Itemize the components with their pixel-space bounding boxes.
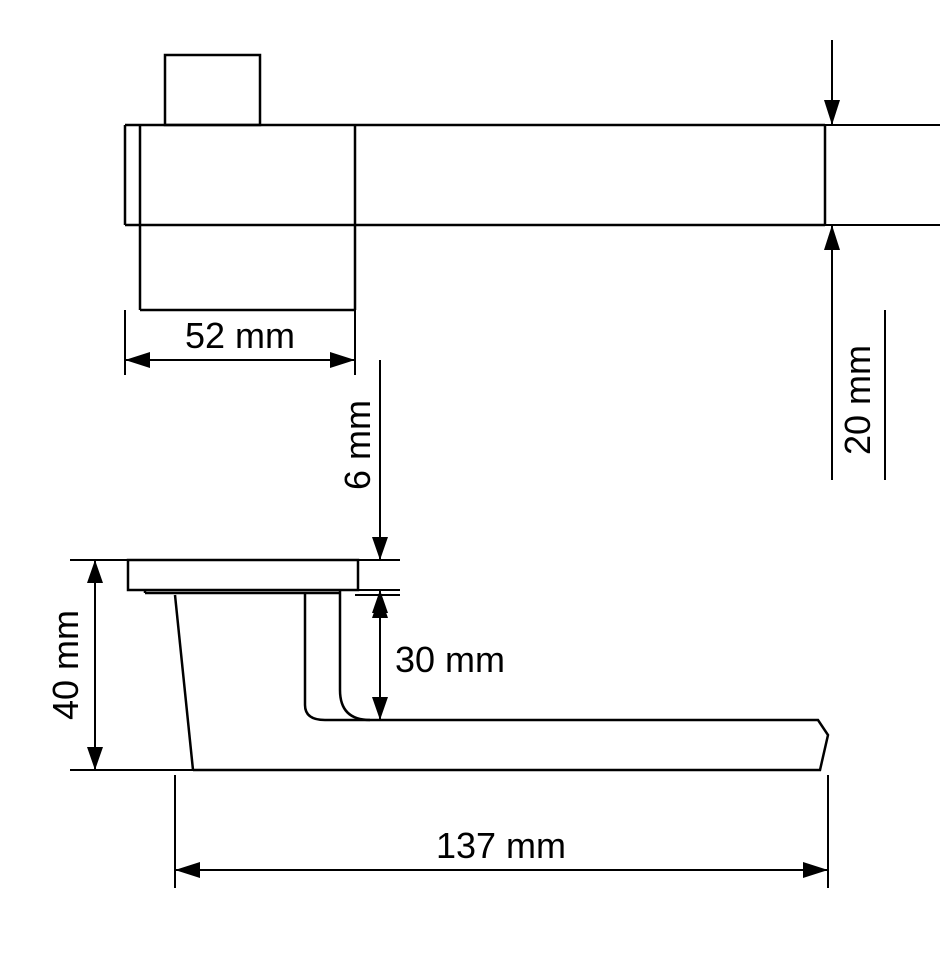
side-rose-plate: [128, 560, 358, 590]
dim-30mm: 30 mm: [355, 595, 505, 720]
top-small-block: [165, 55, 260, 125]
dim-137mm-label: 137 mm: [436, 825, 566, 866]
dim-52mm: 52 mm: [125, 310, 355, 375]
dim-40mm: 40 mm: [45, 560, 193, 770]
dim-20mm-label: 20 mm: [837, 345, 878, 455]
dim-137mm: 137 mm: [175, 775, 828, 888]
dim-6mm-label: 6 mm: [337, 400, 378, 490]
dim-6mm: 6 mm: [337, 360, 400, 640]
top-view: [125, 55, 825, 310]
side-spindle-edge: [175, 595, 193, 770]
dim-40mm-label: 40 mm: [45, 610, 86, 720]
side-neck-fillet: [340, 690, 370, 720]
dim-20mm: 20 mm: [824, 40, 940, 480]
side-lever-outline: [193, 705, 828, 770]
dim-52mm-label: 52 mm: [185, 315, 295, 356]
dim-30mm-label: 30 mm: [395, 639, 505, 680]
